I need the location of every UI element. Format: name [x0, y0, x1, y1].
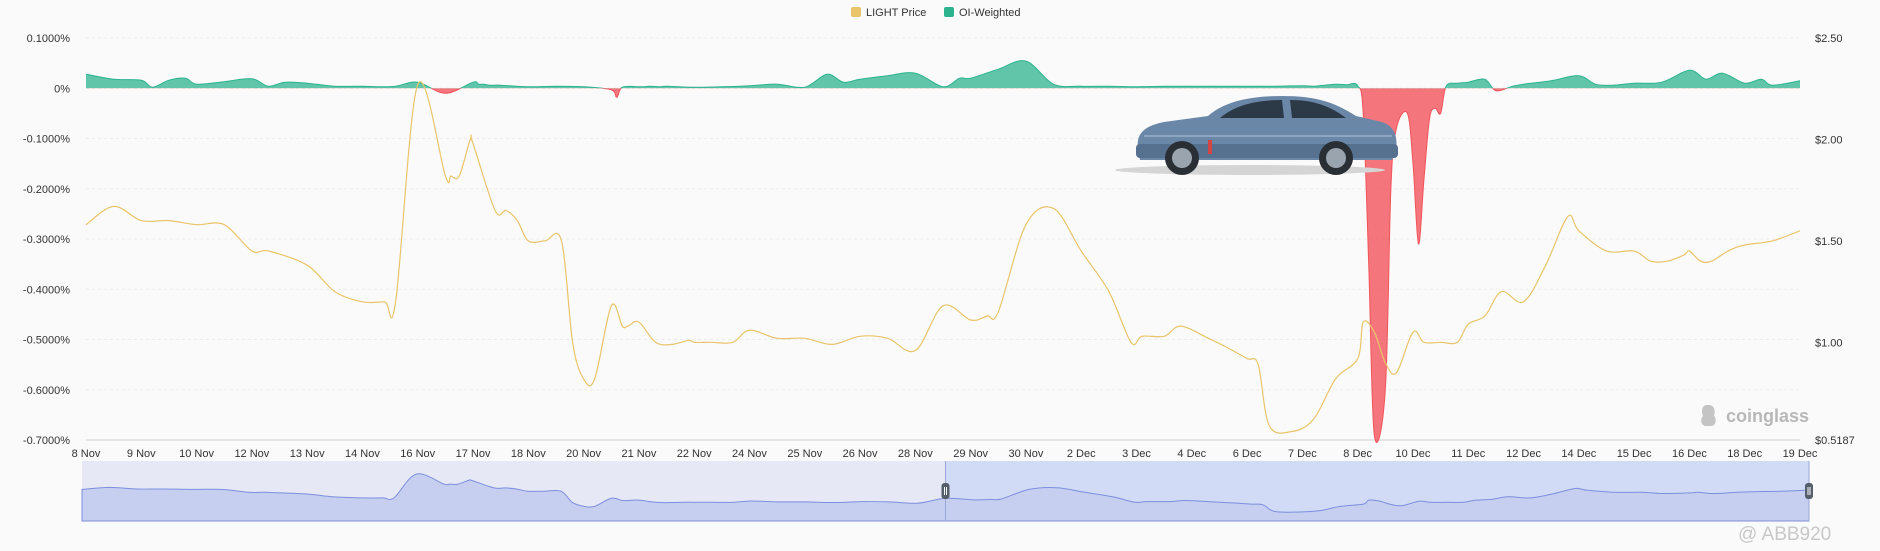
legend-item-oi-weighted[interactable]: OI-Weighted: [944, 7, 1021, 19]
right-y-axis: $2.50 $2.00 $1.50 $1.00 $0.5187: [1815, 33, 1855, 447]
x-tick-label: 25 Nov: [787, 448, 822, 460]
legend-label-light-price: LIGHT Price: [866, 7, 926, 19]
legend: LIGHT Price OI-Weighted: [851, 7, 1021, 19]
legend-swatch-oi-weighted: [944, 7, 954, 17]
x-tick-label: 14 Nov: [345, 448, 380, 460]
x-tick-label: 8 Dec: [1343, 448, 1372, 460]
x-tick-label: 9 Nov: [127, 448, 156, 460]
right-tick-label: $1.50: [1815, 236, 1843, 248]
x-tick-label: 12 Nov: [234, 448, 269, 460]
x-tick-label: 6 Dec: [1233, 448, 1262, 460]
navigator-left-handle[interactable]: [941, 461, 950, 521]
x-tick-label: 20 Nov: [566, 448, 601, 460]
x-tick-label: 4 Dec: [1177, 448, 1206, 460]
oi-negative-area: [86, 88, 1800, 443]
range-navigator[interactable]: [81, 461, 1813, 522]
gridlines: [86, 37, 1800, 441]
x-tick-label: 7 Dec: [1288, 448, 1317, 460]
x-tick-label: 22 Nov: [677, 448, 712, 460]
x-tick-label: 19 Dec: [1783, 448, 1818, 460]
x-tick-label: 3 Dec: [1122, 448, 1151, 460]
oi-positive-area: [86, 60, 1800, 89]
left-tick-label: 0.1000%: [27, 33, 71, 45]
author-credit: @ ABB920: [1738, 524, 1831, 545]
left-tick-label: 0%: [54, 83, 70, 95]
light-price-line: [85, 81, 1801, 434]
x-tick-label: 13 Nov: [290, 448, 325, 460]
watermark-text: coinglass: [1726, 406, 1809, 426]
x-tick-label: 11 Dec: [1451, 448, 1486, 460]
x-tick-label: 29 Nov: [953, 448, 988, 460]
legend-label-oi-weighted: OI-Weighted: [959, 7, 1021, 19]
x-tick-label: 10 Nov: [179, 448, 214, 460]
x-tick-label: 14 Dec: [1561, 448, 1596, 460]
left-tick-label: -0.6000%: [23, 385, 70, 397]
light-price-series: [85, 81, 1801, 434]
x-tick-label: 15 Dec: [1617, 448, 1652, 460]
left-tick-label: -0.1000%: [23, 134, 70, 146]
navigator-right-handle[interactable]: [1805, 461, 1813, 521]
right-tick-label: $2.50: [1815, 33, 1843, 45]
x-tick-label: 10 Dec: [1396, 448, 1431, 460]
coinglass-logo-icon: [1701, 405, 1716, 426]
right-tick-label: $1.00: [1815, 337, 1843, 349]
x-tick-label: 28 Nov: [898, 448, 933, 460]
left-tick-label: -0.4000%: [23, 284, 70, 296]
navigator-area: [81, 473, 1810, 522]
left-tick-label: -0.3000%: [23, 234, 70, 246]
coinglass-watermark: coinglass: [1701, 405, 1809, 426]
x-tick-label: 21 Nov: [621, 448, 656, 460]
left-tick-label: -0.7000%: [23, 435, 70, 447]
legend-swatch-light-price: [851, 7, 861, 17]
x-tick-label: 17 Nov: [456, 448, 491, 460]
x-tick-label: 2 Dec: [1067, 448, 1096, 460]
left-y-axis: 0.1000% 0% -0.1000% -0.2000% -0.3000% -0.4000…: [23, 33, 70, 447]
legend-item-light-price[interactable]: LIGHT Price: [851, 7, 926, 19]
car-image: [1115, 96, 1398, 175]
right-tick-label: $0.5187: [1815, 435, 1855, 447]
x-tick-label: 8 Nov: [72, 448, 101, 460]
oi-negative-line: [430, 88, 1509, 443]
left-tick-label: -0.5000%: [23, 335, 70, 347]
right-tick-label: $2.00: [1815, 134, 1843, 146]
x-axis: 8 Nov 9 Nov 10 Nov 12 Nov 13 Nov 14 Nov 16 Nov…: [72, 439, 1818, 460]
x-tick-label: 16 Dec: [1672, 448, 1707, 460]
oi-positive-line: [85, 60, 1801, 89]
x-tick-label: 24 Nov: [732, 448, 767, 460]
x-tick-label: 16 Nov: [400, 448, 435, 460]
x-tick-label: 12 Dec: [1506, 448, 1541, 460]
x-tick-label: 18 Dec: [1727, 448, 1762, 460]
left-tick-label: -0.2000%: [23, 184, 70, 196]
oi-weighted-series: [85, 60, 1801, 443]
x-tick-label: 30 Nov: [1009, 448, 1044, 460]
x-tick-label: 26 Nov: [843, 448, 878, 460]
x-tick-label: 18 Nov: [511, 448, 546, 460]
